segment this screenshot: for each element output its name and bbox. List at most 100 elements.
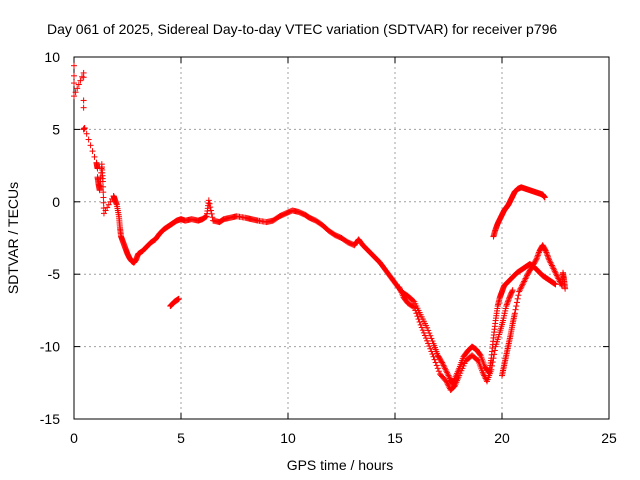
data-point bbox=[415, 316, 422, 323]
tick-labels: 0 5 10 15 20 25 -15 -10 -5 0 5 10 bbox=[40, 49, 617, 446]
data-point bbox=[410, 303, 417, 310]
data-point bbox=[562, 285, 569, 292]
data-point bbox=[427, 345, 434, 352]
data-point bbox=[205, 197, 212, 204]
data-point bbox=[533, 256, 540, 263]
data-point bbox=[543, 250, 550, 257]
y-tick-label: -15 bbox=[40, 411, 60, 427]
data-point bbox=[518, 282, 525, 289]
data-point bbox=[438, 358, 445, 365]
data-point bbox=[533, 255, 540, 262]
data-point bbox=[545, 253, 552, 260]
data-point bbox=[444, 371, 451, 378]
data-point bbox=[505, 297, 512, 304]
data-point bbox=[446, 374, 453, 381]
data-point bbox=[423, 335, 430, 342]
plot-frame bbox=[73, 56, 610, 420]
data-point bbox=[71, 93, 77, 100]
data-point bbox=[546, 256, 553, 263]
data-point bbox=[434, 365, 441, 372]
data-point bbox=[509, 288, 516, 295]
data-point bbox=[521, 276, 528, 283]
data-point bbox=[551, 266, 558, 273]
data-point bbox=[75, 81, 82, 88]
data-point bbox=[523, 272, 530, 279]
data-point bbox=[545, 255, 552, 262]
data-point bbox=[547, 259, 554, 266]
data-point bbox=[208, 210, 215, 217]
data-point bbox=[520, 279, 527, 286]
grid bbox=[74, 57, 609, 419]
data-point bbox=[550, 265, 557, 272]
data-point bbox=[83, 130, 90, 137]
data-point bbox=[100, 183, 107, 190]
data-point bbox=[548, 261, 555, 268]
data-point bbox=[435, 368, 442, 375]
data-point bbox=[85, 136, 92, 143]
data-point bbox=[543, 249, 550, 256]
data-point bbox=[504, 298, 511, 305]
data-point bbox=[419, 327, 426, 334]
data-point bbox=[410, 297, 417, 304]
data-point bbox=[431, 356, 438, 363]
y-tick-label: 0 bbox=[52, 194, 60, 210]
data-point bbox=[476, 351, 483, 358]
data-point bbox=[175, 295, 182, 302]
data-point bbox=[428, 348, 435, 355]
data-point bbox=[443, 368, 450, 375]
data-point bbox=[552, 281, 559, 288]
data-point bbox=[552, 269, 559, 276]
chart-title: Day 061 of 2025, Sidereal Day-to-day VTE… bbox=[47, 21, 557, 37]
data-point bbox=[441, 363, 448, 370]
data-point bbox=[424, 324, 431, 331]
x-tick-label: 10 bbox=[280, 430, 296, 446]
data-point bbox=[503, 301, 510, 308]
data-point bbox=[488, 366, 495, 373]
data-point bbox=[412, 307, 419, 314]
data-point bbox=[72, 89, 79, 96]
data-point bbox=[71, 80, 77, 87]
data-point bbox=[512, 306, 519, 313]
data-point bbox=[546, 258, 553, 265]
data-point bbox=[424, 337, 431, 344]
y-tick-label: -5 bbox=[48, 266, 61, 282]
data-point bbox=[518, 284, 525, 291]
data-point bbox=[209, 214, 216, 221]
data-point bbox=[517, 285, 524, 292]
data-point bbox=[444, 379, 451, 386]
data-point bbox=[553, 271, 560, 278]
data-point bbox=[519, 281, 526, 288]
data-point bbox=[421, 332, 428, 339]
y-tick-label: 5 bbox=[52, 121, 60, 137]
data-point bbox=[444, 369, 451, 376]
data-point bbox=[416, 318, 423, 325]
data-point bbox=[206, 200, 213, 207]
data-point bbox=[515, 292, 522, 299]
data-point bbox=[429, 351, 436, 358]
data-point bbox=[100, 194, 107, 201]
data-point bbox=[99, 178, 106, 185]
data-point bbox=[441, 365, 448, 372]
data-point bbox=[207, 207, 214, 214]
data-point bbox=[429, 338, 436, 345]
data-point bbox=[445, 372, 452, 379]
data-point bbox=[439, 359, 446, 366]
data-point bbox=[100, 199, 107, 206]
data-point bbox=[427, 332, 434, 339]
data-point bbox=[541, 194, 548, 201]
x-tick-label: 15 bbox=[387, 430, 403, 446]
data-point bbox=[445, 382, 452, 389]
data-point bbox=[450, 384, 457, 391]
data-point bbox=[81, 124, 88, 131]
data-point bbox=[505, 295, 512, 302]
data-point bbox=[413, 310, 420, 317]
axis-ticks bbox=[73, 56, 610, 420]
data-point bbox=[522, 275, 529, 282]
data-point bbox=[71, 72, 77, 79]
data-point bbox=[91, 153, 98, 160]
x-axis-label: GPS time / hours bbox=[287, 457, 394, 473]
data-point bbox=[548, 262, 555, 269]
data-point bbox=[489, 362, 496, 369]
data-point bbox=[71, 62, 77, 69]
